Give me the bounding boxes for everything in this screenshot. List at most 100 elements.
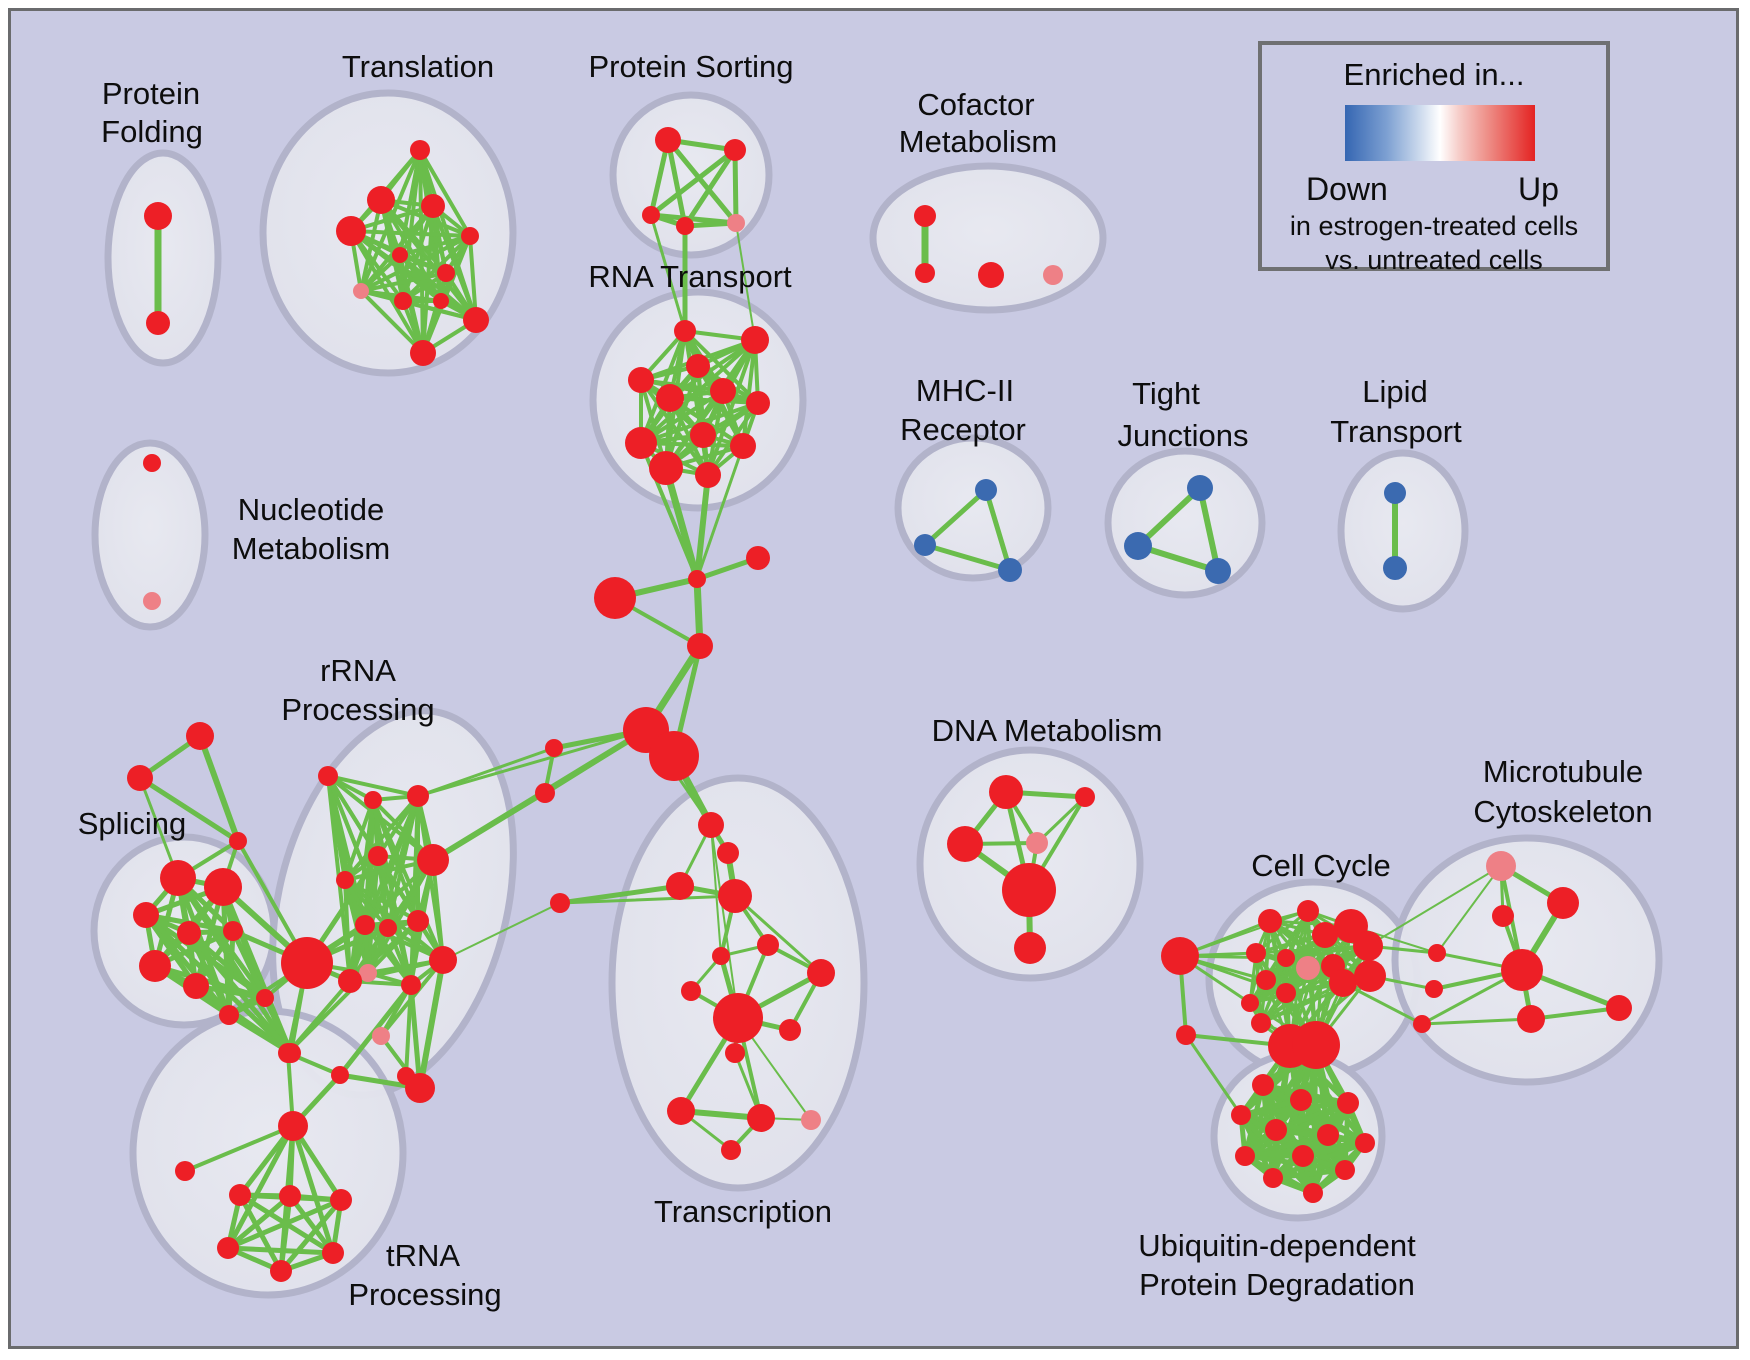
gene-set-node	[625, 427, 657, 459]
overlap-edge	[710, 824, 739, 1019]
legend-box: Enriched in... Down Up in estrogen-treat…	[1258, 41, 1610, 275]
gene-set-node	[1002, 863, 1056, 917]
cluster-label: Metabolism	[232, 531, 391, 566]
overlap-edge	[175, 875, 294, 1056]
gene-set-node	[1043, 265, 1063, 285]
cluster-label: DNA Metabolism	[932, 713, 1163, 748]
overlap-edge	[1529, 1006, 1621, 1021]
gene-set-node	[1517, 1005, 1545, 1033]
cluster-label: Folding	[101, 114, 203, 149]
gene-set-node	[681, 981, 701, 1001]
overlap-edge	[343, 878, 352, 983]
gene-set-node	[642, 206, 660, 224]
overlap-edge	[343, 878, 420, 923]
gene-set-node	[1290, 1089, 1312, 1111]
gene-set-node	[666, 872, 694, 900]
gene-set-node	[1353, 931, 1383, 961]
gene-set-node	[1329, 969, 1357, 997]
cluster-label: tRNA	[386, 1238, 460, 1273]
cluster-label: Microtubule	[1483, 754, 1643, 789]
gene-set-node	[712, 947, 730, 965]
gene-set-node	[1246, 943, 1266, 963]
gene-set-node	[915, 263, 935, 283]
gene-set-node	[746, 391, 770, 415]
gene-set-node	[437, 264, 455, 282]
overlap-edge	[1035, 795, 1087, 845]
overlap-edge	[225, 1193, 293, 1251]
cluster-label: Metabolism	[899, 124, 1058, 159]
gene-set-node	[1296, 956, 1320, 980]
overlap-edge	[359, 289, 425, 355]
overlap-edge	[1367, 865, 1502, 947]
gene-set-node	[463, 307, 489, 333]
cluster-label: Transport	[1330, 414, 1462, 449]
gene-set-node	[998, 558, 1022, 582]
gene-set-node	[757, 934, 779, 956]
gene-set-node	[1317, 1124, 1339, 1146]
overlap-edge	[648, 147, 738, 218]
gene-set-node	[421, 194, 445, 218]
gene-set-node	[746, 546, 770, 570]
cluster-label: Nucleotide	[238, 492, 384, 527]
overlap-edge	[226, 928, 236, 1018]
gene-set-node	[336, 216, 366, 246]
overlap-edge	[683, 329, 760, 405]
gene-set-node	[688, 570, 706, 588]
gene-set-node	[667, 1097, 695, 1125]
gene-set-node	[1292, 1021, 1340, 1069]
gene-set-node	[278, 1111, 308, 1141]
gene-set-node	[1252, 1074, 1274, 1096]
overlap-edge	[343, 798, 375, 882]
cluster-label: Cofactor	[917, 87, 1034, 122]
gene-set-node	[281, 937, 333, 989]
overlap-edge	[1420, 1017, 1533, 1026]
gene-set-node	[127, 765, 153, 791]
overlap-edge	[359, 271, 448, 293]
gene-set-node	[649, 451, 683, 485]
gene-set-node	[1501, 949, 1543, 991]
overlap-edge	[983, 487, 1013, 573]
gene-set-node	[367, 186, 395, 214]
overlap-edge	[408, 982, 423, 1091]
gene-set-node	[410, 340, 436, 366]
overlap-edge	[398, 234, 472, 257]
gene-set-node	[410, 140, 430, 160]
overlap-edge	[349, 229, 478, 322]
gene-set-node	[139, 950, 171, 982]
overlap-edge	[278, 1193, 293, 1274]
cluster-label: Protein	[102, 76, 200, 111]
gene-set-node	[747, 1104, 775, 1132]
gene-set-node	[279, 1185, 301, 1207]
gene-set-node	[392, 247, 408, 263]
gene-set-node	[1303, 1183, 1323, 1203]
overlap-edge	[418, 148, 472, 238]
gene-set-node	[1187, 475, 1213, 501]
overlap-edge	[359, 253, 402, 293]
overlap-edge	[183, 1124, 295, 1173]
gene-set-node	[219, 1005, 239, 1025]
gene-set-node	[1161, 937, 1199, 975]
gene-set-node	[1547, 887, 1579, 919]
gene-set-node	[229, 832, 247, 850]
cluster-ellipse-tight-junctions	[1104, 447, 1266, 599]
gene-set-node	[1235, 1146, 1255, 1166]
gene-set-node	[807, 959, 835, 987]
gene-set-node	[143, 454, 161, 472]
gene-set-node	[674, 320, 696, 342]
legend-caption-line2: vs. untreated cells	[1325, 245, 1543, 275]
overlap-edge	[137, 775, 241, 844]
gene-set-node	[160, 860, 196, 896]
gene-set-node	[368, 846, 388, 866]
gene-set-node	[545, 739, 563, 757]
gene-set-node	[655, 127, 681, 153]
overlap-edge	[639, 389, 725, 445]
gene-set-node	[698, 812, 724, 838]
gene-set-node	[1486, 851, 1516, 881]
gene-set-node	[676, 217, 694, 235]
gene-set-node	[1297, 900, 1319, 922]
overlap-edge	[639, 441, 745, 448]
legend-caption-line1: in estrogen-treated cells	[1289, 211, 1579, 241]
overlap-edge	[1254, 951, 1263, 1025]
gene-set-node	[687, 633, 713, 659]
cluster-label: Protein Degradation	[1139, 1267, 1415, 1302]
